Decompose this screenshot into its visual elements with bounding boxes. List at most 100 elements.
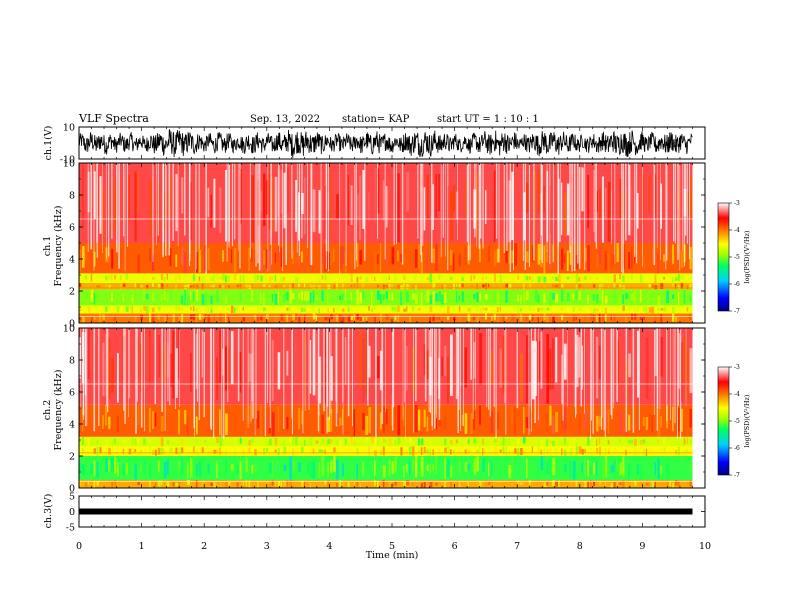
ch1-spectrogram-texture: [137, 172, 139, 212]
ch2-spectrogram-texture: [505, 446, 507, 456]
ch1-spectrogram-texture: [321, 314, 323, 322]
ch2-spectrogram-texture: [590, 465, 592, 475]
ch2-spectrogram-texture: [198, 461, 202, 477]
ch2-spectrogram-texture: [233, 437, 237, 447]
ch1-spectrogram-texture: [528, 283, 532, 288]
ch1-spectrogram-texture: [590, 306, 593, 312]
ch2-spectrogram-texture: [388, 480, 392, 486]
ch2-spectrogram-texture: [382, 480, 385, 488]
ch1-spectrogram-texture: [374, 276, 376, 281]
ch1-spectrogram-texture: [233, 307, 236, 313]
ch1-spectrogram-texture: [566, 292, 570, 302]
ch2-spectrogram-texture: [99, 447, 102, 454]
ch2-spectrogram-texture: [450, 449, 452, 455]
ch2-spectrogram-texture: [467, 464, 470, 471]
ch1-spectrogram-texture: [350, 284, 353, 288]
ch2-spectrogram-texture: [575, 334, 579, 387]
ch2-spectrogram-texture: [265, 447, 269, 453]
ch2-spectrogram-texture: [81, 481, 85, 488]
time-tick-label: 10: [699, 541, 711, 552]
ch2-spectrogram-texture: [604, 447, 607, 456]
ch1-spectrogram-texture: [666, 308, 670, 311]
ch1-spectrogram-texture: [341, 308, 345, 312]
ch1-spectrogram-texture: [505, 316, 508, 320]
ch2-spectrogram-texture: [181, 447, 184, 454]
ch1-spectrogram-texture: [289, 306, 291, 312]
ch2-spectrogram-texture: [599, 446, 602, 456]
ch1-spectrogram-texture: [371, 308, 373, 312]
ch1-spectrogram-texture: [271, 247, 274, 267]
ch2-spectrogram-texture: [482, 457, 485, 472]
ch1-spectrogram-texture: [102, 186, 105, 242]
ch2-spectrogram-texture: [163, 450, 166, 454]
ch2-spectrogram-texture: [511, 483, 513, 485]
ch2-spectrogram-texture: [321, 449, 324, 453]
ch2-spectrogram-texture: [490, 449, 494, 456]
ch2-spectrogram-texture: [473, 458, 477, 475]
ch1-spectrogram-texture: [336, 193, 339, 219]
ch2-spectrogram-texture: [178, 328, 180, 379]
ch2-spectrogram-texture: [537, 446, 540, 453]
ch1-spectrogram-texture: [321, 244, 324, 264]
ch1-spectrogram-texture: [90, 307, 94, 312]
ch2-spectrogram-texture: [353, 482, 356, 486]
ch1-spectrogram-texture: [341, 283, 345, 289]
ch1-spectrogram-texture: [537, 276, 541, 283]
ch1-spectrogram-texture: [184, 252, 187, 273]
ch1-spectrogram-texture: [391, 247, 395, 265]
ch1-spectrogram-texture: [163, 306, 166, 312]
ch1-spectrogram-texture: [525, 276, 529, 281]
ch1-spectrogram-texture: [339, 295, 342, 300]
ch1-spectrogram-texture: [657, 252, 659, 274]
ch1-spectrogram-texture: [479, 293, 482, 302]
ch1-spectrogram-texture: [593, 284, 596, 288]
ch1-spectrogram-texture: [222, 285, 225, 289]
ch2-spectrogram-texture: [152, 411, 154, 430]
ch2-spectrogram-texture: [607, 450, 610, 455]
ch2-spectrogram-texture: [616, 457, 619, 473]
ch2-spectrogram-texture: [461, 414, 464, 426]
ch2-spectrogram-texture: [219, 482, 223, 487]
ch1-spectrogram-texture: [274, 314, 278, 323]
ch2-spectrogram-texture: [336, 447, 339, 456]
ch2-spectrogram-texture: [569, 438, 572, 447]
ch2-spectrogram-texture: [599, 437, 601, 446]
ch1-spectrogram-texture: [601, 283, 604, 288]
ch1-spectrogram-texture: [216, 273, 219, 280]
ch1-spectrogram-texture: [476, 306, 478, 313]
ch2-spectrogram-texture: [271, 460, 274, 478]
ch2-spectrogram-texture: [651, 415, 654, 432]
ch1-spectrogram-texture: [674, 317, 678, 322]
ch1-spectrogram-texture: [601, 176, 605, 243]
ch2-spectrogram-texture: [587, 437, 590, 446]
ch2-spectrogram-ytick-label: 8: [69, 356, 75, 367]
ch2-spectrogram-texture: [496, 412, 500, 430]
ch1-spectrogram-texture: [666, 314, 669, 322]
ch1-spectrogram-texture: [482, 307, 485, 311]
ch2-spectrogram-texture: [406, 480, 410, 486]
ch2-spectrogram-texture: [619, 482, 622, 485]
ch1-spectrogram-texture: [169, 174, 172, 216]
ch2-spectrogram-texture: [81, 437, 84, 445]
ch1-spectrogram-texture: [160, 293, 163, 302]
ch1-spectrogram-texture: [540, 274, 544, 281]
ch1-spectrogram-texture: [455, 191, 459, 220]
ch1-spectrogram-texture: [324, 274, 327, 281]
ch2-spectrogram-texture: [242, 449, 245, 456]
ch2-spectrogram-texture: [134, 481, 136, 486]
ch1-spectrogram-texture: [271, 306, 275, 311]
ch1-spectrogram-texture: [397, 284, 400, 289]
ch2-spectrogram-texture: [286, 416, 289, 430]
ch1-spectrogram-texture: [102, 283, 105, 288]
ch2-spectrogram-texture: [470, 328, 472, 380]
time-tick-label: 9: [639, 541, 645, 552]
ch1-spectrogram-texture: [201, 283, 204, 290]
ch2-spectrogram-texture: [514, 407, 516, 436]
ch2-spectrogram-texture: [114, 438, 116, 444]
ch1-spectrogram-texture: [672, 276, 674, 283]
ch1-spectrogram-texture: [420, 252, 423, 274]
ch2-spectrogram-texture: [143, 438, 146, 445]
ch1-spectrogram-band: [79, 305, 693, 314]
ch1-spectrogram-texture: [628, 163, 631, 236]
ch2-spectrogram-texture: [490, 350, 493, 385]
